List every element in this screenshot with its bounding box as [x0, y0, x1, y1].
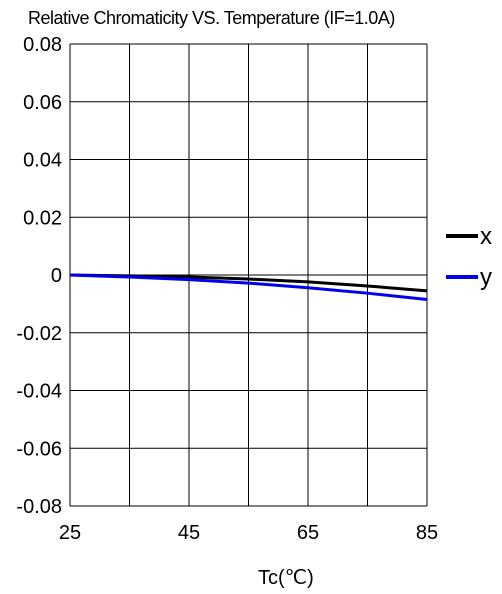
y-tick-labels: 0.08 0.06 0.04 0.02 0 -0.02 -0.04 -0.06 -0.08: [16, 34, 62, 518]
x-tick-label: 45: [178, 522, 200, 544]
legend: xy: [446, 223, 492, 291]
x-tick-labels: 25 45 65 85: [59, 522, 438, 544]
y-tick-label: 0: [51, 265, 62, 287]
y-tick-label: 0.08: [23, 34, 62, 56]
chart-title: Relative Chromaticity VS. Temperature (I…: [28, 8, 395, 28]
x-tick-label: 25: [59, 522, 81, 544]
y-tick-label: -0.04: [16, 381, 62, 403]
y-tick-label: -0.08: [16, 496, 62, 518]
x-tick-label: 85: [416, 522, 438, 544]
y-tick-label: -0.02: [16, 323, 62, 345]
y-tick-label: 0.06: [23, 92, 62, 114]
y-tick-label: 0.02: [23, 207, 62, 229]
x-tick-label: 65: [297, 522, 319, 544]
x-axis-label: Tc(℃): [258, 567, 314, 589]
series-line-y: [69, 273, 428, 302]
series-lines: [69, 273, 428, 302]
legend-label-x: x: [480, 223, 492, 250]
legend-label-y: y: [480, 264, 492, 291]
y-tick-label: -0.06: [16, 438, 62, 460]
y-tick-label: 0.04: [23, 150, 62, 172]
